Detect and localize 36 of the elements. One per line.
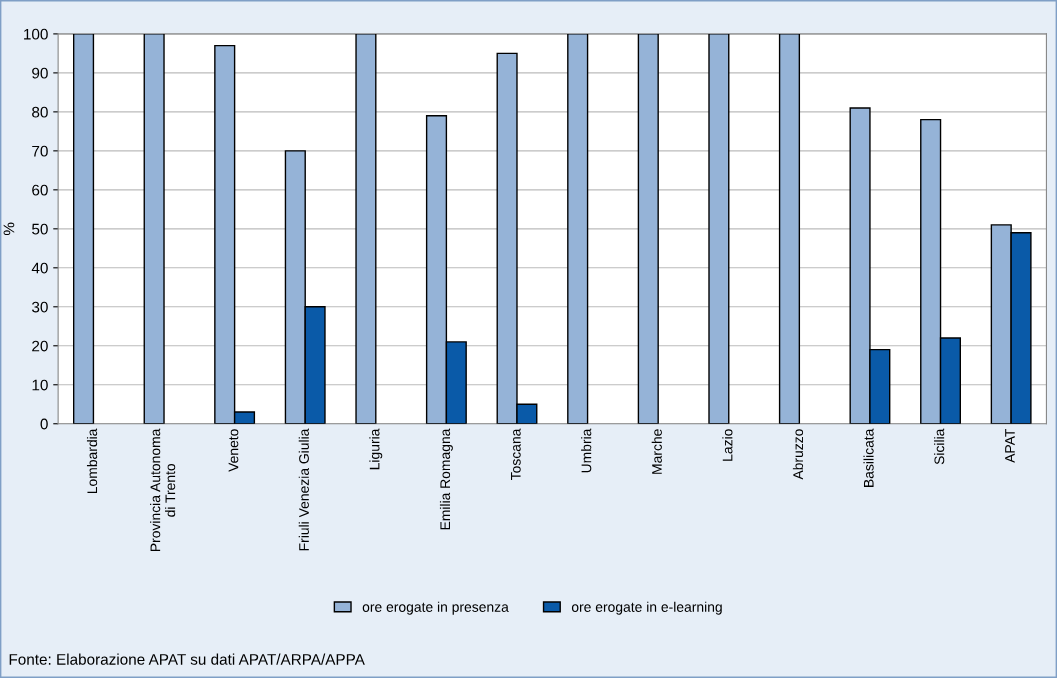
y-tick-label: 50 [32,223,48,235]
x-tick-label: Emilia Romagna [439,428,453,530]
y-tick-label: 70 [32,145,48,157]
bar [567,33,589,424]
x-tick-label: Basilicata [863,428,874,487]
x-tick-label: Abruzzo [792,429,804,480]
y-tick-label: 80 [32,106,48,118]
bar [355,33,377,424]
y-tick-label: 100 [24,28,48,40]
x-tick-label: Toscana [511,428,521,481]
x-tick-label: Lombardia [86,428,98,494]
y-tick-label: 60 [32,184,48,196]
x-tick-label: Marche [651,429,662,474]
y-tick-label: 90 [32,67,48,79]
y-tick-label: 30 [32,301,48,313]
y-tick-label: 10 [32,379,48,391]
bar [637,33,659,424]
bar [778,33,801,424]
legend-label: ore erogate in presenza [362,601,509,615]
x-tick-label: Lazio [722,429,733,461]
x-tick-label: Veneto [228,429,239,472]
bar [72,33,95,424]
x-tick-label: Umbria [581,428,592,473]
x-tick-label: Liguria [369,428,383,470]
y-tick-label: 20 [32,340,48,352]
legend-label: ore erogate in e-learning [571,601,722,615]
bar [708,33,730,424]
x-tick-label: Friuli Venezia Giulia [298,428,309,551]
x-tick-label: APAT [1005,428,1015,463]
source-note: Fonte: Elaborazione APAT su dati APAT/ARPA/APPA [9,653,365,665]
x-tick-label: Provincia Autonoma di Trento [150,428,176,551]
y-tick-label: 40 [31,262,48,274]
y-axis-title: % [3,222,15,236]
bar [143,33,165,424]
y-tick-label: 0 [40,418,48,430]
x-tick-label: Sicilia [934,428,945,465]
